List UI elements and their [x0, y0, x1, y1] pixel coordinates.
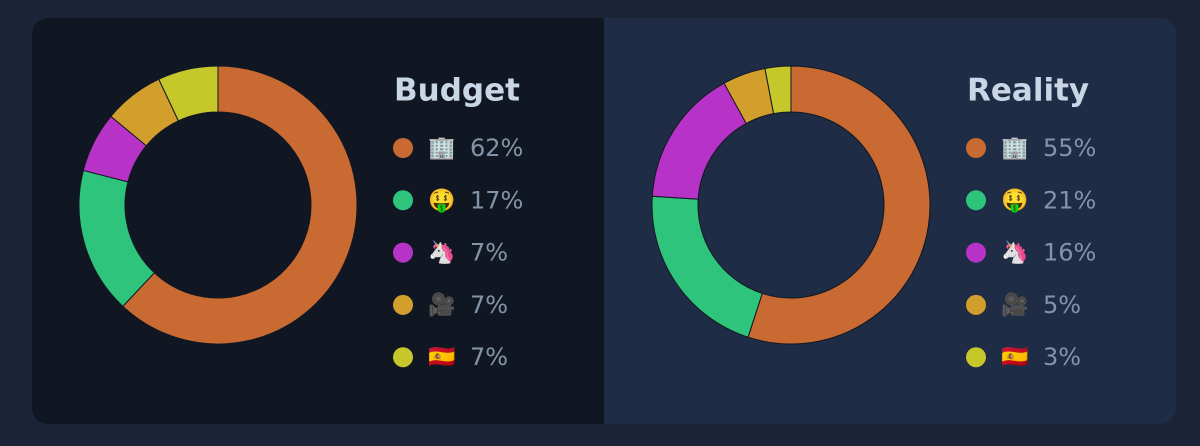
- legend-value: 7%: [470, 239, 508, 267]
- legend-dot: [393, 190, 413, 211]
- legend-emoji: 🦄: [428, 240, 455, 266]
- legend-value: 21%: [1043, 186, 1096, 214]
- donut-slice: [747, 65, 931, 345]
- legend-emoji: 🇪🇸: [428, 345, 455, 370]
- legend-title: Budget: [394, 73, 520, 109]
- legend-emoji: 🎥: [1001, 292, 1028, 318]
- legend-dot: [393, 347, 413, 368]
- legend-value: 16%: [1043, 239, 1096, 267]
- legend-title: Reality: [967, 73, 1089, 109]
- legend-value: 7%: [470, 291, 508, 319]
- donut-slice: [122, 65, 358, 345]
- donut-slice: [158, 65, 219, 122]
- legend-dot: [393, 294, 413, 315]
- legend-dot: [966, 138, 986, 158]
- legend-emoji: 🤑: [428, 187, 455, 213]
- legend-value: 3%: [1043, 343, 1081, 371]
- legend-dot: [966, 190, 986, 211]
- legend-dot: [966, 242, 986, 263]
- legend-dot: [393, 242, 413, 263]
- legend-emoji: 🤑: [1001, 187, 1028, 213]
- legend-value: 55%: [1043, 134, 1096, 162]
- legend-emoji: 🎥: [428, 292, 455, 318]
- legend-value: 5%: [1043, 291, 1081, 319]
- legend-emoji: 🇪🇸: [1001, 345, 1028, 370]
- legend-value: 7%: [470, 343, 508, 371]
- legend-emoji: 🏢: [1001, 136, 1028, 161]
- donut-slice: [764, 65, 792, 115]
- legend-emoji: 🏢: [428, 136, 455, 161]
- legend-dot: [966, 294, 986, 315]
- legend-emoji: 🦄: [1001, 240, 1028, 266]
- legend-value: 62%: [470, 134, 523, 162]
- legend-value: 17%: [470, 186, 523, 214]
- legend-dot: [966, 347, 986, 368]
- legend-dot: [393, 138, 413, 158]
